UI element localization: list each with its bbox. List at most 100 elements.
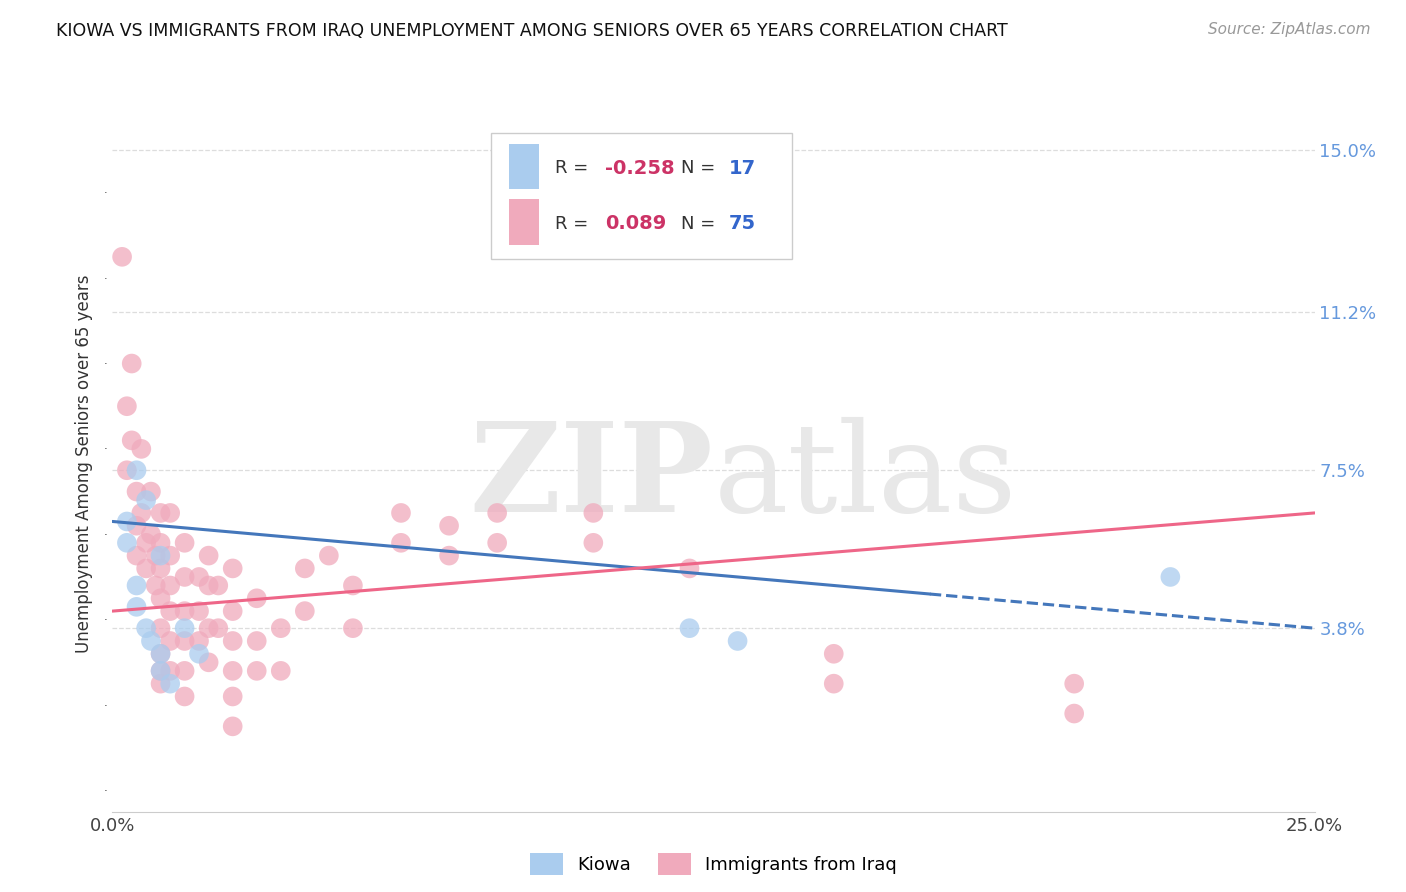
Point [149,664,172,678]
Point [135,621,157,635]
Text: R =: R = [555,215,593,233]
Point [173,536,195,550]
Point [1063,676,1085,690]
Point [222,561,245,575]
Point [159,634,181,648]
Point [246,634,269,648]
Point [823,676,845,690]
Point [270,621,292,635]
Point [246,664,269,678]
Point [159,506,181,520]
Point [131,442,153,456]
Point [139,484,162,499]
Point [135,536,157,550]
Point [486,536,509,550]
Point [1063,706,1085,721]
Point [125,463,148,477]
Text: 75: 75 [730,214,756,234]
Point [294,561,316,575]
Point [1159,570,1181,584]
Point [173,634,195,648]
Text: 17: 17 [730,159,756,178]
Point [188,570,211,584]
Point [111,250,134,264]
Text: Source: ZipAtlas.com: Source: ZipAtlas.com [1208,22,1371,37]
Point [121,434,143,448]
Point [139,634,162,648]
Point [173,604,195,618]
Point [188,647,211,661]
Point [125,484,148,499]
Point [678,561,700,575]
Point [125,518,148,533]
Point [121,357,143,371]
Point [222,634,245,648]
Point [173,621,195,635]
Point [145,578,167,592]
Text: R =: R = [555,159,593,178]
Point [207,578,229,592]
Point [270,664,292,678]
Point [294,604,316,618]
Point [159,604,181,618]
FancyBboxPatch shape [509,200,540,244]
FancyBboxPatch shape [509,144,540,189]
Point [188,634,211,648]
Point [222,604,245,618]
Point [222,664,245,678]
Point [197,656,219,670]
Point [135,493,157,508]
Point [149,591,172,606]
Point [149,506,172,520]
Text: N =: N = [681,159,721,178]
Point [197,578,219,592]
Point [125,578,148,592]
Point [159,664,181,678]
Point [222,719,245,733]
Point [115,515,138,529]
Point [115,399,138,413]
Point [145,549,167,563]
Point [823,647,845,661]
Point [159,549,181,563]
Point [149,647,172,661]
Point [149,664,172,678]
Point [135,561,157,575]
Point [197,621,219,635]
Point [582,506,605,520]
Point [149,676,172,690]
Text: -0.258: -0.258 [606,159,675,178]
Point [173,690,195,704]
Point [389,506,412,520]
Point [197,549,219,563]
FancyBboxPatch shape [491,134,792,259]
Text: N =: N = [681,215,721,233]
Point [246,591,269,606]
Point [173,570,195,584]
Y-axis label: Unemployment Among Seniors over 65 years: Unemployment Among Seniors over 65 years [76,275,93,653]
Point [149,647,172,661]
Point [149,561,172,575]
Point [139,527,162,541]
Text: atlas: atlas [713,417,1017,538]
Point [437,518,460,533]
Point [173,664,195,678]
Legend: Kiowa, Immigrants from Iraq: Kiowa, Immigrants from Iraq [523,847,904,883]
Point [149,621,172,635]
Point [115,536,138,550]
Point [125,549,148,563]
Point [188,604,211,618]
Point [727,634,749,648]
Text: ZIP: ZIP [470,417,713,538]
Point [149,549,172,563]
Point [437,549,460,563]
Point [207,621,229,635]
Point [678,621,700,635]
Text: KIOWA VS IMMIGRANTS FROM IRAQ UNEMPLOYMENT AMONG SENIORS OVER 65 YEARS CORRELATI: KIOWA VS IMMIGRANTS FROM IRAQ UNEMPLOYME… [56,22,1008,40]
Text: 0.089: 0.089 [606,214,666,234]
Point [159,578,181,592]
Point [342,578,364,592]
Point [115,463,138,477]
Point [342,621,364,635]
Point [222,690,245,704]
